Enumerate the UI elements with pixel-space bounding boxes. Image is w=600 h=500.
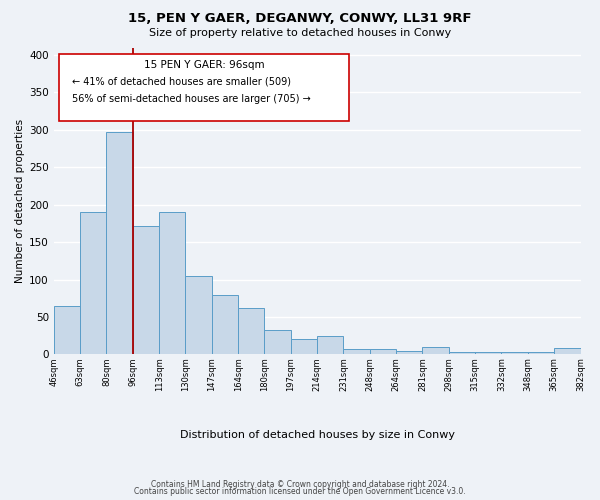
Bar: [422, 347, 449, 354]
FancyBboxPatch shape: [59, 54, 349, 121]
Text: Contains HM Land Registry data © Crown copyright and database right 2024.: Contains HM Land Registry data © Crown c…: [151, 480, 449, 489]
Bar: [185, 276, 212, 354]
Bar: [502, 352, 528, 354]
Bar: [54, 306, 80, 354]
Bar: [528, 352, 554, 354]
Bar: [291, 340, 317, 354]
Bar: [265, 330, 291, 354]
Bar: [212, 294, 238, 354]
X-axis label: Distribution of detached houses by size in Conwy: Distribution of detached houses by size …: [179, 430, 455, 440]
Bar: [396, 352, 422, 354]
Text: 15, PEN Y GAER, DEGANWY, CONWY, LL31 9RF: 15, PEN Y GAER, DEGANWY, CONWY, LL31 9RF: [128, 12, 472, 26]
Bar: [80, 212, 106, 354]
Y-axis label: Number of detached properties: Number of detached properties: [15, 119, 25, 283]
Bar: [238, 308, 265, 354]
Text: 15 PEN Y GAER: 96sqm: 15 PEN Y GAER: 96sqm: [143, 60, 264, 70]
Bar: [554, 348, 581, 354]
Bar: [317, 336, 343, 354]
Bar: [159, 212, 185, 354]
Text: 56% of semi-detached houses are larger (705) →: 56% of semi-detached houses are larger (…: [72, 94, 311, 104]
Bar: [475, 352, 502, 354]
Bar: [106, 132, 133, 354]
Text: Contains public sector information licensed under the Open Government Licence v3: Contains public sector information licen…: [134, 488, 466, 496]
Bar: [343, 349, 370, 354]
Text: ← 41% of detached houses are smaller (509): ← 41% of detached houses are smaller (50…: [72, 76, 291, 86]
Bar: [370, 349, 396, 354]
Bar: [133, 226, 159, 354]
Text: Size of property relative to detached houses in Conwy: Size of property relative to detached ho…: [149, 28, 451, 38]
Bar: [449, 352, 475, 354]
